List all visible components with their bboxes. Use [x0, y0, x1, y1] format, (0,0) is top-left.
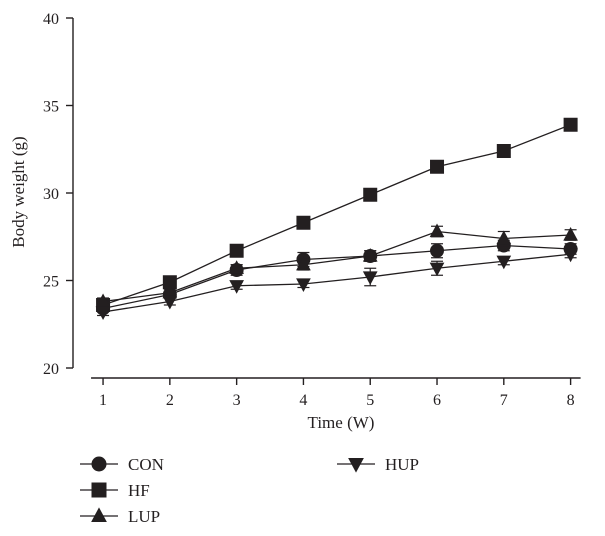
legend-label: HUP	[385, 455, 419, 474]
y-axis-label: Body weight (g)	[9, 136, 28, 247]
data-point	[430, 159, 445, 174]
x-tick-label: 2	[166, 392, 174, 409]
data-point	[362, 271, 378, 286]
series-line	[102, 124, 571, 306]
data-point	[496, 230, 512, 245]
legend: CON HF LUP HUP	[80, 455, 419, 526]
data-point	[563, 226, 578, 241]
legend-marker	[91, 456, 107, 472]
x-tick-label: 8	[567, 392, 575, 409]
y-tick-label: 25	[43, 274, 59, 291]
x-tick-label: 6	[433, 392, 441, 409]
data-point	[563, 248, 578, 263]
data-point	[95, 306, 111, 321]
y-tick-label: 40	[43, 11, 59, 28]
data-point	[496, 144, 511, 158]
legend-marker	[348, 457, 364, 473]
data-point	[362, 247, 378, 262]
data-point	[162, 284, 178, 299]
x-tick-label: 1	[99, 392, 107, 409]
legend-marker	[91, 482, 107, 498]
data-point	[229, 243, 244, 258]
series-line	[102, 253, 571, 313]
data-point	[296, 278, 311, 293]
x-tick-label: 4	[299, 392, 307, 409]
legend-label: CON	[128, 455, 164, 474]
series-layer	[95, 117, 578, 321]
y-tick-label: 30	[43, 186, 59, 203]
legend-marker	[91, 507, 107, 523]
data-point	[363, 187, 378, 202]
data-point	[296, 256, 311, 271]
data-point	[162, 295, 178, 310]
legend-label: HF	[128, 481, 150, 500]
data-point	[162, 275, 177, 290]
data-point	[229, 260, 244, 274]
x-axis-label: Time (W)	[308, 413, 375, 432]
x-tick-label: 7	[500, 392, 508, 409]
series-lup	[95, 223, 578, 308]
x-tick-label: 3	[233, 392, 241, 409]
data-point	[563, 117, 578, 132]
legend-item-hup: HUP	[337, 455, 419, 474]
series-line	[102, 244, 571, 310]
data-point	[296, 215, 311, 230]
data-point	[429, 262, 445, 277]
data-point	[430, 243, 445, 258]
x-tick-label: 5	[366, 392, 374, 409]
y-tick-label: 20	[43, 361, 59, 378]
legend-label: LUP	[128, 507, 160, 526]
y-tick-label: 35	[43, 99, 59, 116]
legend-item-hf: HF	[80, 481, 150, 500]
series-hup	[95, 248, 578, 321]
legend-item-lup: LUP	[80, 507, 160, 526]
series-line	[102, 230, 571, 303]
axes: 20 25 30 35 40 1 2 3 4 5 6 7 8	[43, 11, 581, 409]
data-point	[229, 280, 244, 294]
data-point	[496, 255, 512, 270]
data-point	[429, 223, 445, 238]
data-point	[95, 293, 111, 308]
series-hf	[96, 117, 578, 312]
legend-item-con: CON	[80, 455, 164, 474]
